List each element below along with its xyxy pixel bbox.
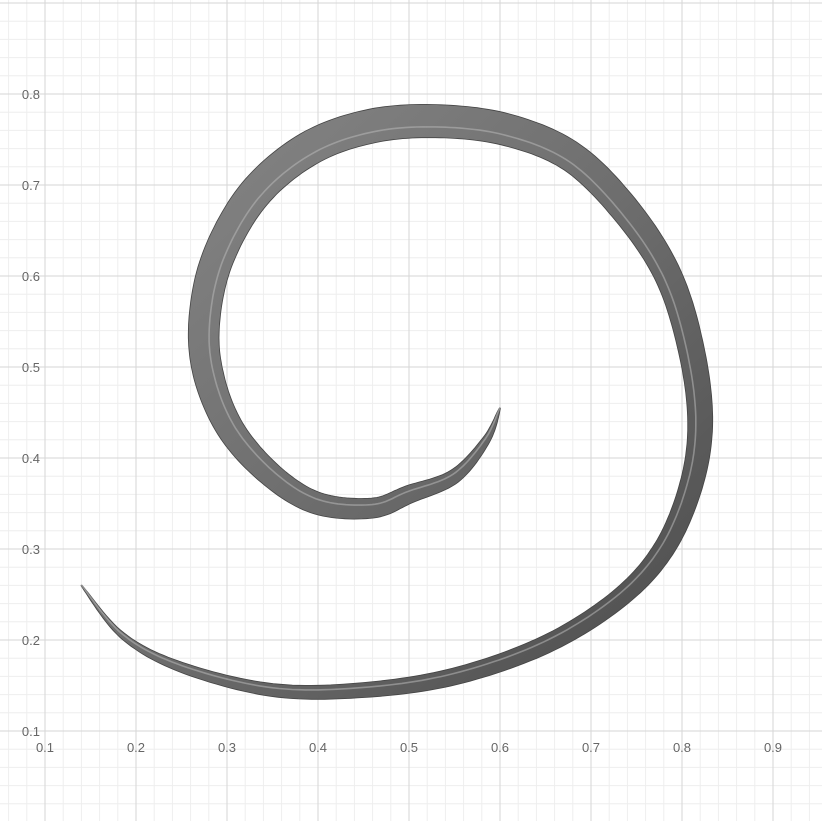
y-tick-label: 0.2 [22,633,40,648]
x-tick-label: 0.8 [673,740,691,755]
x-tick-label: 0.2 [127,740,145,755]
x-tick-label: 0.6 [491,740,509,755]
series-layer [80,104,714,700]
y-tick-label: 0.8 [22,87,40,102]
y-axis-ticks: 0.1 0.2 0.3 0.4 0.5 0.6 0.7 0.8 [22,87,40,739]
x-tick-label: 0.9 [764,740,782,755]
y-tick-label: 0.1 [22,724,40,739]
x-tick-label: 0.1 [36,740,54,755]
y-tick-label: 0.6 [22,269,40,284]
x-tick-label: 0.3 [218,740,236,755]
x-tick-label: 0.5 [400,740,418,755]
spiral-curve [80,104,714,700]
x-tick-label: 0.7 [582,740,600,755]
y-tick-label: 0.4 [22,451,40,466]
y-tick-label: 0.3 [22,542,40,557]
y-tick-label: 0.7 [22,178,40,193]
x-tick-label: 0.4 [309,740,327,755]
x-axis-ticks: 0.1 0.2 0.3 0.4 0.5 0.6 0.7 0.8 0.9 [36,740,782,755]
y-tick-label: 0.5 [22,360,40,375]
spiral-curve-highlight [80,126,697,691]
